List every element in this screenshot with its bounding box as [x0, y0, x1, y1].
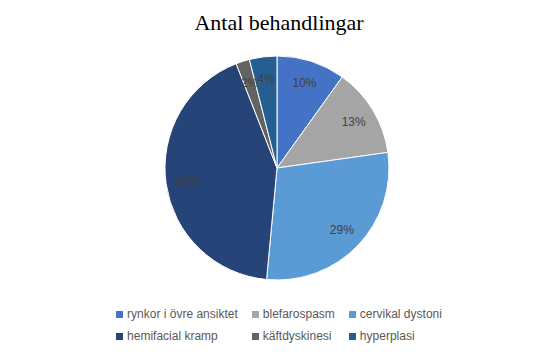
svg-text:43%: 43% — [176, 174, 200, 188]
html-text:Antal behandlingar: Antal behandlingar — [194, 10, 364, 35]
svg-text:2%: 2% — [241, 76, 259, 90]
html-text:blefarospasm: blefarospasm — [262, 307, 335, 321]
svg-text:13%: 13% — [342, 115, 366, 129]
html-text:käftdyskinesi: käftdyskinesi — [262, 329, 332, 343]
svg-text:10%: 10% — [292, 76, 316, 90]
svg-text:29%: 29% — [330, 223, 354, 237]
html-text:cervikal dystoni: cervikal dystoni — [359, 307, 442, 321]
svg-text:4%: 4% — [257, 72, 275, 86]
html-text:hemifacial kramp: hemifacial kramp — [127, 329, 218, 343]
html-text:hyperplasi: hyperplasi — [359, 329, 415, 343]
html-text:rynkor i övre ansiktet: rynkor i övre ansiktet — [127, 307, 238, 321]
